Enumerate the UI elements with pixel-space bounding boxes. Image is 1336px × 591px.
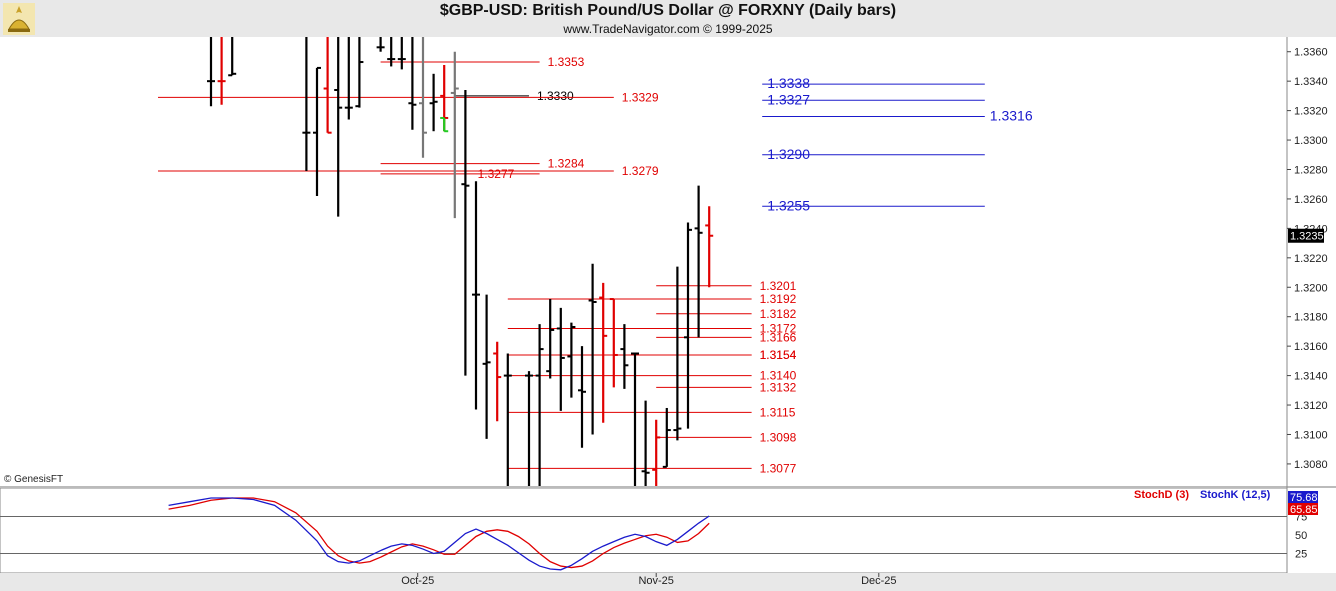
chart-title: $GBP-USD: British Pound/US Dollar @ FORX… (439, 2, 897, 19)
x-tick-label: Dec-25 (861, 575, 896, 587)
stochk-value: 75.68 (1290, 492, 1318, 504)
stoch-line-blue (168, 497, 710, 571)
last-price-box (1288, 228, 1324, 243)
y-tick-label: 1.3360 (1294, 47, 1328, 59)
level-label: 1.3192 (760, 292, 797, 306)
y-tick-label: 1.3200 (1294, 282, 1328, 294)
y-tick-label: 1.3080 (1294, 459, 1328, 471)
level-label: 1.3316 (990, 107, 1033, 123)
level-label: 1.3353 (548, 55, 585, 69)
level-label: 1.3115 (760, 405, 796, 419)
x-tick-label: Oct-25 (401, 575, 434, 587)
copyright-text: © GenesisFT (4, 474, 64, 485)
panel-divider (0, 486, 1336, 488)
level-label: 1.3290 (767, 146, 810, 162)
level-label: 1.3172 (760, 321, 797, 335)
y-tick-label: 1.3300 (1294, 135, 1328, 147)
y-tick-label: 1.3260 (1294, 194, 1328, 206)
y-tick-label: 1.3180 (1294, 312, 1328, 324)
y-tick-label: 1.3280 (1294, 164, 1328, 176)
level-label: 1.3330 (537, 89, 574, 103)
legend-stochk: StochK (12,5) (1200, 489, 1271, 501)
level-label: 1.3132 (760, 380, 797, 394)
level-label: 1.3166 (760, 330, 797, 344)
y-tick-label: 1.3100 (1294, 429, 1328, 441)
legend-stochd: StochD (3) (1134, 489, 1189, 501)
x-axis-band (0, 573, 1336, 591)
stochd-value: 65.85 (1290, 504, 1318, 516)
logo-icon (3, 3, 35, 35)
stochk-value-box (1288, 491, 1318, 503)
chart-subtitle: www.TradeNavigator.com © 1999-2025 (563, 22, 773, 36)
level-label: 1.3338 (767, 75, 810, 91)
level-label: 1.3182 (760, 307, 797, 321)
level-label: 1.3098 (760, 430, 797, 444)
level-label: 1.3140 (760, 369, 797, 383)
level-label: 1.3154 (760, 348, 797, 362)
level-label: 1.3277 (478, 167, 515, 181)
stochd-value-box (1288, 503, 1318, 515)
level-label: 1.3284 (548, 157, 585, 171)
level-label: 1.3327 (767, 91, 810, 107)
level-label: 1.3201 (760, 279, 797, 293)
price-panel (0, 37, 1287, 486)
stoch-tick-label: 50 (1295, 530, 1307, 542)
x-tick-label: Nov-25 (638, 575, 673, 587)
stochastic-panel (0, 487, 1288, 574)
y-tick-label: 1.3140 (1294, 371, 1328, 383)
level-label: 1.3255 (767, 197, 810, 213)
y-tick-label: 1.3160 (1294, 341, 1328, 353)
level-label: 1.3329 (622, 90, 659, 104)
stoch-line-red (168, 497, 710, 569)
y-tick-label: 1.3320 (1294, 106, 1328, 118)
level-label: 1.3077 (760, 461, 797, 475)
chart-header (0, 0, 1336, 37)
level-label: 1.3279 (622, 164, 659, 178)
level-label: 1.3154 (760, 348, 797, 362)
stoch-tick-label: 25 (1295, 549, 1307, 561)
last-price-label: 1.3235 (1290, 231, 1324, 243)
y-tick-label: 1.3120 (1294, 400, 1328, 412)
y-tick-label: 1.3220 (1294, 253, 1328, 265)
y-tick-label: 1.3340 (1294, 76, 1328, 88)
